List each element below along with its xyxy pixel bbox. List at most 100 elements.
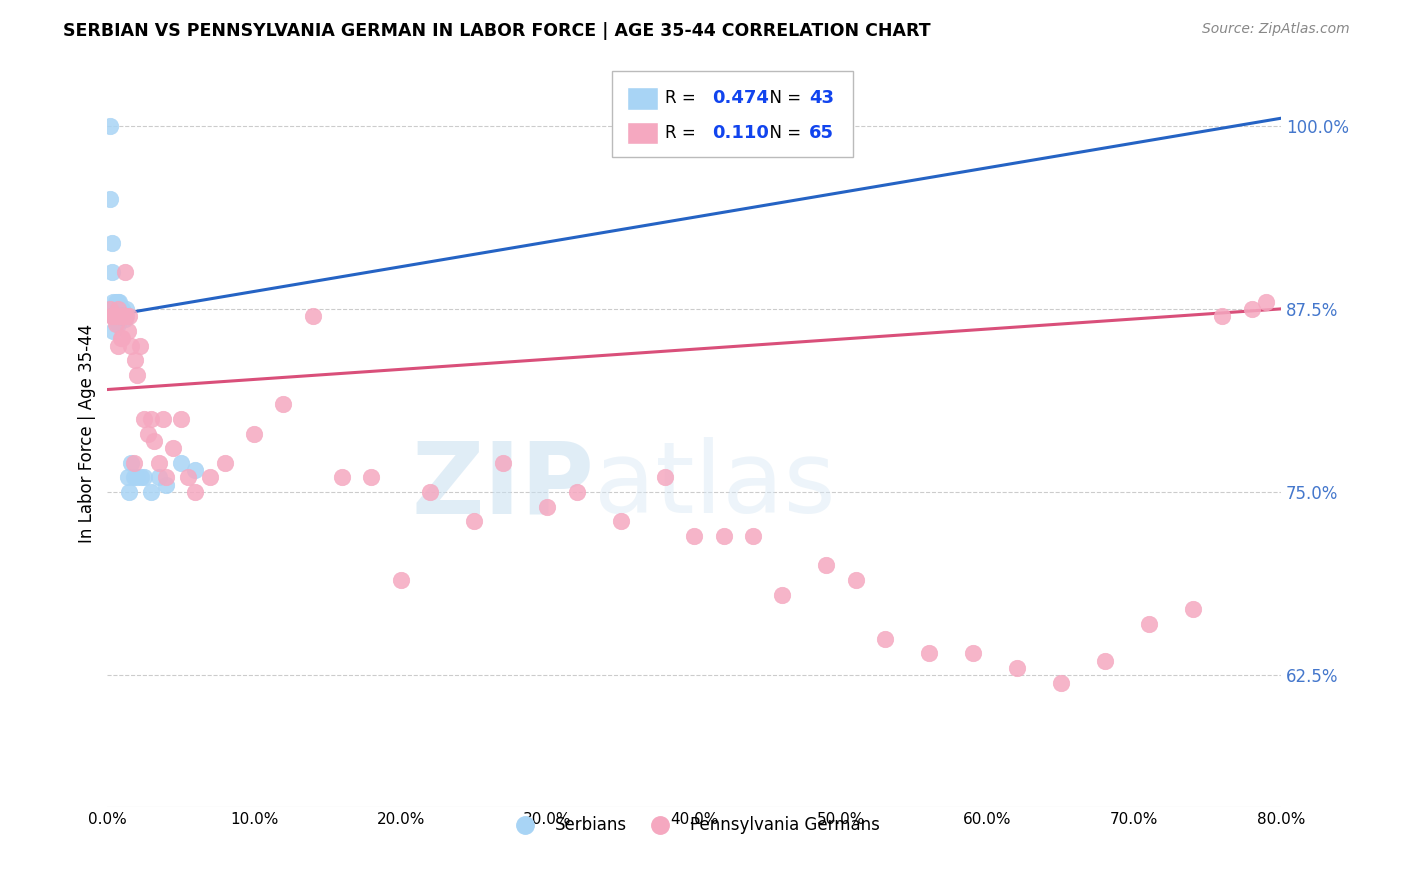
Point [104, 309, 127, 323]
Point [105, 301, 128, 316]
Point [98, 301, 121, 316]
Point [115, 309, 138, 323]
Point [1005, 661, 1028, 675]
Point [110, 309, 132, 323]
Point [110, 309, 132, 323]
Point [143, 434, 166, 448]
Point [103, 309, 125, 323]
Point [273, 397, 295, 411]
Point [111, 309, 134, 323]
Point [1050, 675, 1073, 690]
Point [107, 338, 129, 352]
Point [118, 485, 141, 500]
Point [104, 301, 127, 316]
Text: N =: N = [759, 89, 806, 108]
Point [110, 331, 132, 345]
Point [873, 632, 896, 646]
Point [103, 324, 125, 338]
Point [117, 470, 139, 484]
Point [152, 412, 174, 426]
Point [107, 301, 129, 316]
Point [962, 647, 984, 661]
Point [120, 338, 142, 352]
Point [105, 297, 128, 311]
Point [108, 294, 131, 309]
Point [107, 294, 129, 309]
Point [148, 470, 170, 484]
Point [120, 456, 142, 470]
Point [148, 456, 170, 470]
Point [115, 301, 138, 316]
Point [170, 412, 193, 426]
Point [170, 456, 193, 470]
Point [104, 301, 127, 316]
Point [107, 317, 129, 331]
Point [419, 485, 441, 500]
Point [844, 573, 866, 587]
Point [741, 529, 763, 543]
Point [108, 309, 131, 323]
Point [492, 456, 515, 470]
Bar [627, 121, 658, 145]
Point [101, 235, 124, 250]
Point [110, 301, 132, 316]
Point [177, 470, 200, 484]
Text: atlas: atlas [595, 437, 837, 534]
Point [360, 470, 382, 484]
Point [198, 470, 221, 484]
Text: SERBIAN VS PENNSYLVANIA GERMAN IN LABOR FORCE | AGE 35-44 CORRELATION CHART: SERBIAN VS PENNSYLVANIA GERMAN IN LABOR … [63, 22, 931, 40]
Point [610, 515, 633, 529]
Point [654, 470, 676, 484]
Point [104, 301, 127, 316]
Text: N =: N = [759, 124, 806, 142]
Point [184, 485, 207, 500]
Point [111, 331, 134, 345]
Point [101, 301, 124, 316]
Point [138, 426, 160, 441]
Point [815, 558, 838, 573]
Point [118, 309, 141, 323]
Point [565, 485, 588, 500]
Point [114, 265, 136, 279]
Point [111, 301, 134, 316]
Point [122, 470, 145, 484]
Point [1137, 617, 1160, 632]
Point [141, 485, 163, 500]
Text: 0.474: 0.474 [711, 89, 769, 108]
Point [301, 309, 323, 323]
Text: ZIP: ZIP [412, 437, 595, 534]
Point [124, 353, 146, 368]
Point [243, 426, 266, 441]
Point [97, 301, 120, 316]
Point [108, 301, 131, 316]
Point [101, 309, 124, 323]
Point [114, 312, 136, 326]
Point [536, 500, 558, 514]
Point [103, 309, 125, 323]
Point [111, 309, 134, 323]
Point [122, 456, 145, 470]
Point [770, 588, 793, 602]
Point [683, 529, 706, 543]
Point [108, 309, 131, 323]
Point [463, 515, 485, 529]
Point [105, 294, 128, 309]
Point [107, 309, 129, 323]
Text: R =: R = [665, 124, 706, 142]
Y-axis label: In Labor Force | Age 35-44: In Labor Force | Age 35-44 [79, 324, 96, 543]
Point [132, 412, 155, 426]
Point [125, 368, 148, 382]
Point [107, 301, 129, 316]
Point [117, 324, 139, 338]
Point [1094, 654, 1116, 668]
Point [112, 309, 135, 323]
Point [1181, 602, 1204, 616]
Point [105, 309, 128, 323]
Point [1211, 309, 1233, 323]
Point [104, 309, 127, 323]
Text: 0.110: 0.110 [711, 124, 769, 142]
Point [112, 306, 135, 320]
Point [98, 192, 121, 206]
Point [330, 470, 353, 484]
Point [184, 463, 207, 477]
